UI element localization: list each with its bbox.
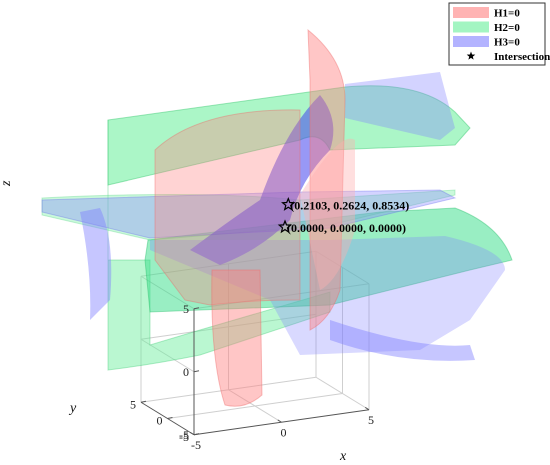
surface-h3-upper-sheet bbox=[345, 72, 455, 140]
legend-swatch bbox=[453, 21, 489, 33]
intersection-label: (0.2103, 0.2624, 0.8534) bbox=[290, 199, 409, 213]
z-axis-label: z bbox=[0, 180, 14, 187]
y-tick-label: -5 bbox=[179, 430, 189, 444]
surface-h3-left-curl bbox=[80, 208, 112, 320]
z-tick-mark bbox=[193, 433, 200, 436]
y-tick-mark bbox=[140, 400, 147, 403]
surface-h1-front-wall bbox=[211, 269, 263, 407]
axes-box-front bbox=[140, 307, 370, 436]
surface-h1-curved-sheet bbox=[154, 109, 301, 306]
grid-line bbox=[167, 393, 343, 419]
legend-swatch bbox=[453, 36, 489, 47]
intersection-marker bbox=[277, 219, 293, 234]
surface-h1-back-wall bbox=[307, 28, 346, 331]
grid-line bbox=[140, 338, 195, 373]
y-tick-mark bbox=[167, 417, 173, 419]
legend-label: H2=0 bbox=[494, 22, 520, 34]
z-tick-label: -5 bbox=[179, 428, 189, 442]
x-tick-mark bbox=[365, 407, 370, 411]
legend-label: H1=0 bbox=[494, 8, 520, 20]
surface-h3-central-lobe bbox=[190, 95, 334, 265]
y-axis-label: y bbox=[68, 401, 77, 416]
surface-h3-bottom-curl bbox=[330, 320, 475, 361]
x-tick-mark bbox=[277, 419, 282, 423]
surface-h2-left-wall bbox=[107, 120, 331, 371]
z-tick-mark bbox=[193, 307, 200, 310]
intersection-marker bbox=[281, 196, 296, 211]
x-tick-label: -5 bbox=[191, 438, 201, 452]
surfaces-layer bbox=[41, 28, 513, 407]
intersection-label: (0.0000, 0.0000, 0.0000) bbox=[287, 221, 406, 235]
x-tick-label: 5 bbox=[368, 413, 374, 427]
intersection-points: (0.2103, 0.2624, 0.8534) (0.0000, 0.0000,… bbox=[277, 196, 409, 235]
surface-h1-right-lobe bbox=[300, 138, 355, 290]
legend-label: Intersection bbox=[494, 51, 550, 63]
legend: H1=0 H2=0 H3=0 Intersection bbox=[448, 2, 550, 66]
legend-swatch bbox=[453, 7, 489, 18]
z-tick-mark bbox=[193, 370, 200, 373]
z-tick-label: 5 bbox=[183, 302, 189, 316]
x-tick-label: 0 bbox=[281, 425, 287, 439]
tick-labels: -505-505-505 bbox=[130, 302, 374, 452]
legend-star-icon bbox=[466, 51, 476, 60]
z-tick-label: 0 bbox=[183, 365, 189, 379]
y-tick-label: 5 bbox=[130, 397, 136, 411]
grid-line bbox=[140, 313, 317, 340]
y-tick-label: 0 bbox=[157, 414, 163, 428]
x-tick-mark bbox=[190, 432, 195, 436]
surface-h3-lower-sheet bbox=[150, 236, 505, 355]
legend-label: H3=0 bbox=[494, 37, 520, 49]
x-axis-label: x bbox=[339, 449, 347, 464]
